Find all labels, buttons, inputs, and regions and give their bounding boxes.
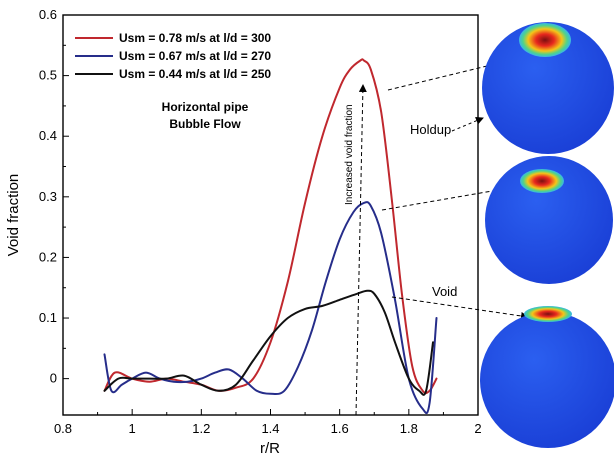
series-line-2	[103, 289, 434, 396]
increase-arrow-label: Increased void fraction	[344, 104, 355, 205]
x-tick-label-0: 0.8	[54, 421, 72, 436]
holdup-spot-middle	[520, 169, 564, 193]
legend: Usm = 0.78 m/s at l/d = 300 Usm = 0.67 m…	[75, 31, 271, 81]
x-axis-title: r/R	[260, 440, 280, 457]
legend-label-2: Usm = 0.44 m/s at l/d = 250	[119, 67, 271, 81]
annotation-title-line1: Horizontal pipe	[162, 100, 249, 114]
y-tick-label-4: 0.4	[39, 128, 57, 143]
cross-section-top	[482, 22, 614, 154]
legend-label-1: Usm = 0.67 m/s at l/d = 270	[119, 49, 271, 63]
holdup-spot-bottom	[524, 306, 572, 322]
y-tick-label-6: 0.6	[39, 7, 57, 22]
holdup-label: Holdup	[410, 122, 451, 137]
series-line-0	[103, 58, 438, 395]
y-tick-label-1: 0.1	[39, 310, 57, 325]
holdup-spot-top	[519, 23, 571, 57]
y-axis-ticks: 0 0.1 0.2 0.3 0.4 0.5 0.6	[39, 7, 69, 386]
y-tick-label-3: 0.3	[39, 189, 57, 204]
pointer-black-peak	[391, 296, 529, 320]
x-tick-label-5: 1.8	[400, 421, 418, 436]
y-tick-label-2: 0.2	[39, 249, 57, 264]
series-line-1	[103, 201, 438, 415]
x-tick-label-4: 1.6	[331, 421, 349, 436]
cross-section-middle	[485, 156, 613, 284]
x-tick-label-1: 1	[129, 421, 136, 436]
pipe-section-bottom	[480, 312, 614, 448]
pipe-section-middle	[485, 156, 613, 284]
cross-section-bottom	[480, 306, 614, 448]
x-tick-label-3: 1.4	[261, 421, 279, 436]
x-axis-ticks: 0.8 1 1.2 1.4 1.6 1.8 2	[54, 409, 482, 436]
x-tick-label-2: 1.2	[192, 421, 210, 436]
y-tick-label-0: 0	[50, 371, 57, 386]
increase-arrow	[355, 84, 367, 416]
series-layer	[103, 58, 438, 415]
void-label: Void	[432, 284, 457, 299]
x-tick-label-6: 2	[474, 421, 481, 436]
y-axis-title: Void fraction	[5, 174, 22, 257]
pipe-section-top	[482, 22, 614, 154]
legend-label-0: Usm = 0.78 m/s at l/d = 300	[119, 31, 271, 45]
annotation-title-line2: Bubble Flow	[169, 117, 241, 131]
y-tick-label-5: 0.5	[39, 68, 57, 83]
